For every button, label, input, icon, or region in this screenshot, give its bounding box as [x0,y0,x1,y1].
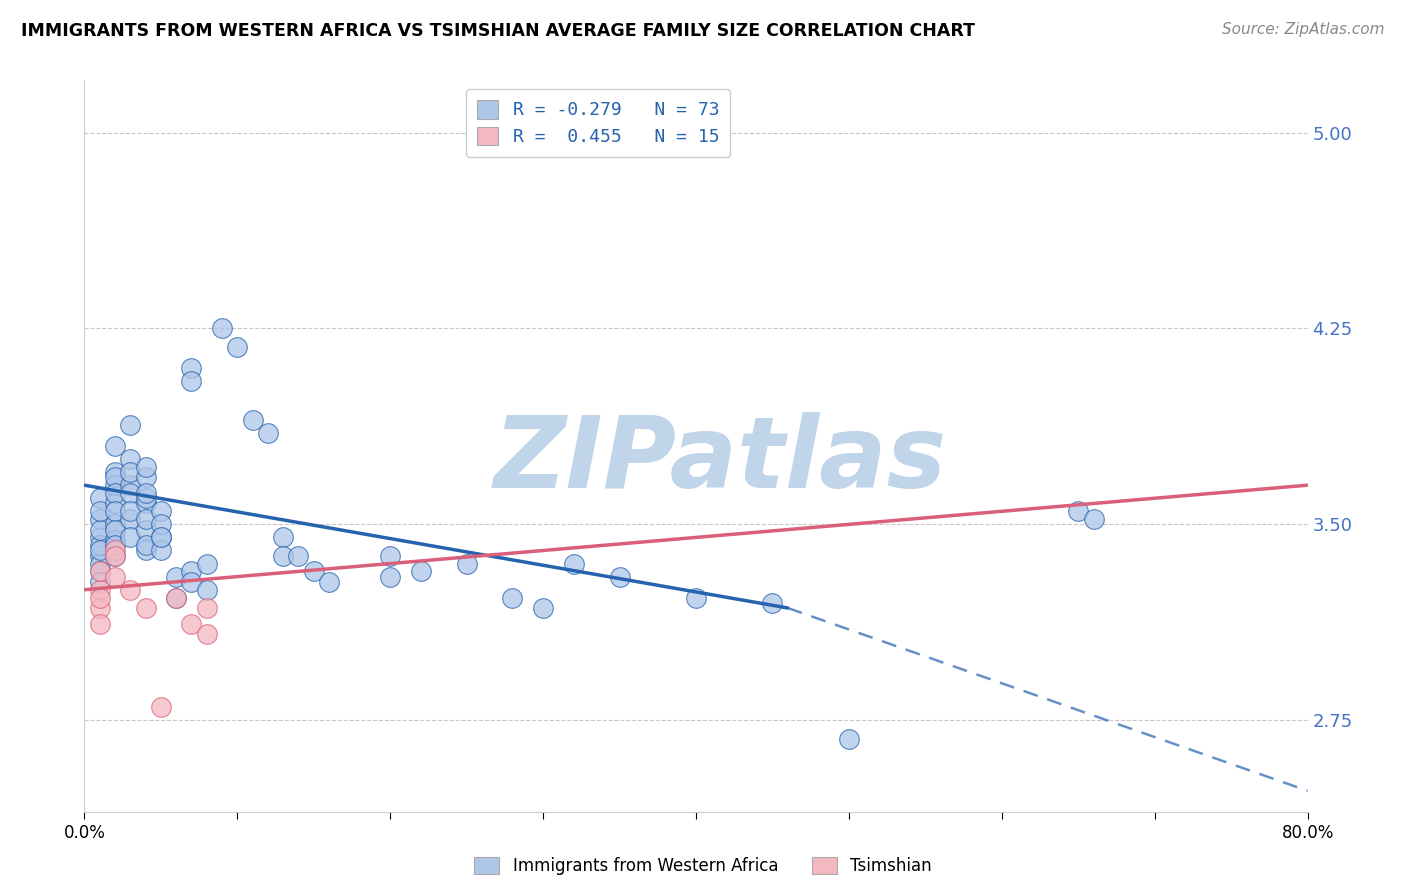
Point [120,530,142,544]
Point [242,413,264,427]
Point [89,491,111,506]
Point [380,549,402,563]
Point [165,569,187,583]
Point [89,601,111,615]
Point [120,478,142,492]
Point [609,569,631,583]
Point [120,512,142,526]
Point [149,517,172,532]
Point [195,557,218,571]
Point [104,538,127,552]
Point [104,549,127,563]
Point [135,601,157,615]
Point [104,523,127,537]
Point [89,565,111,579]
Point [531,601,554,615]
Point [104,470,127,484]
Point [89,543,111,558]
Point [89,530,111,544]
Text: Source: ZipAtlas.com: Source: ZipAtlas.com [1222,22,1385,37]
Point [302,565,325,579]
Point [89,591,111,605]
Point [104,517,127,532]
Point [149,543,172,558]
Point [89,616,111,631]
Text: ZIPatlas: ZIPatlas [494,412,948,509]
Point [104,533,127,547]
Point [761,596,783,610]
Point [562,557,585,571]
Point [120,486,142,500]
Legend: R = -0.279   N = 73, R =  0.455   N = 15: R = -0.279 N = 73, R = 0.455 N = 15 [465,89,730,157]
Point [135,486,157,500]
Point [120,504,142,518]
Point [1067,504,1090,518]
Point [89,557,111,571]
Point [149,700,172,714]
Point [456,557,478,571]
Point [180,360,202,375]
Point [135,523,157,537]
Point [89,504,111,518]
Point [195,601,218,615]
Point [685,591,707,605]
Point [89,582,111,597]
Point [135,496,157,510]
Point [135,543,157,558]
Point [104,439,127,453]
Point [104,543,127,558]
Point [89,538,111,552]
Point [89,574,111,589]
Point [135,538,157,552]
Point [89,512,111,526]
Point [135,512,157,526]
Point [180,374,202,388]
Point [149,530,172,544]
Point [195,582,218,597]
Point [1083,512,1105,526]
Point [104,486,127,500]
Point [104,496,127,510]
Point [104,465,127,479]
Point [104,478,127,492]
Point [180,616,202,631]
Point [89,549,111,563]
Point [120,452,142,467]
Point [195,627,218,641]
Point [89,523,111,537]
Point [135,459,157,474]
Point [180,565,202,579]
Point [271,530,294,544]
Point [104,569,127,583]
Point [104,504,127,518]
Point [502,591,524,605]
Point [149,504,172,518]
Point [120,582,142,597]
Point [149,530,172,544]
Point [165,591,187,605]
Point [838,731,860,746]
Point [89,565,111,579]
Point [271,549,294,563]
Point [135,491,157,506]
Point [287,549,309,563]
Point [104,549,127,563]
Point [380,569,402,583]
Point [135,470,157,484]
Point [120,465,142,479]
Point [226,340,249,354]
Point [211,321,233,335]
Point [165,591,187,605]
Point [180,574,202,589]
Point [257,425,280,440]
Point [409,565,432,579]
Text: IMMIGRANTS FROM WESTERN AFRICA VS TSIMSHIAN AVERAGE FAMILY SIZE CORRELATION CHAR: IMMIGRANTS FROM WESTERN AFRICA VS TSIMSH… [21,22,976,40]
Legend: Immigrants from Western Africa, Tsimshian: Immigrants from Western Africa, Tsimshia… [467,849,939,884]
Point [318,574,340,589]
Point [120,418,142,433]
